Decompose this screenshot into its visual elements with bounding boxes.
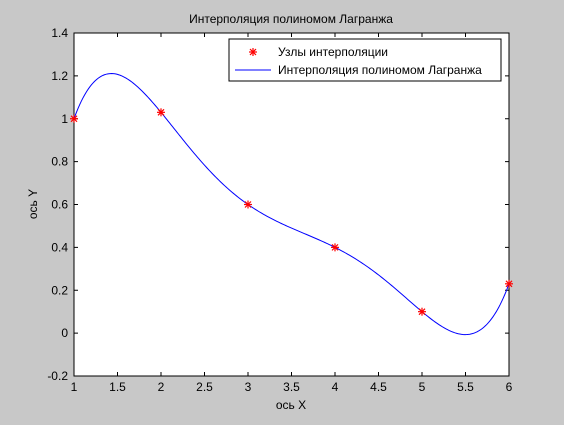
y-tick-label: 1 (61, 112, 68, 126)
y-tick-label: -0.2 (47, 369, 68, 383)
lagrange-curve (73, 73, 510, 336)
x-axis-ticks (73, 33, 510, 376)
legend-marker-nodes (249, 48, 257, 56)
plot-area (73, 32, 510, 377)
x-tick-label: 1.5 (109, 380, 126, 394)
interpolation-node-marker (331, 243, 339, 252)
interpolation-node-marker (505, 279, 513, 288)
x-tick-label: 6 (506, 380, 513, 394)
y-tick-label: 1.2 (51, 69, 68, 83)
y-tick-label: 0.4 (51, 240, 68, 254)
y-axis-label: ось Y (26, 189, 40, 219)
y-tick-label: 0.6 (51, 198, 68, 212)
x-tick-label: 3 (245, 380, 252, 394)
x-tick-label: 4.5 (370, 380, 387, 394)
x-tick-label: 5 (419, 380, 426, 394)
y-tick-label: 0.8 (51, 155, 68, 169)
x-tick-label: 3.5 (283, 380, 300, 394)
interpolation-node-marker (70, 114, 78, 123)
legend-box (228, 38, 502, 82)
x-axis-label: ось X (276, 398, 306, 412)
legend-label-nodes: Узлы интерполяции (278, 45, 388, 59)
x-tick-label: 2 (158, 380, 165, 394)
legend: Узлы интерполяции Интерполяция полиномом… (228, 38, 502, 82)
y-tick-label: 0.2 (51, 283, 68, 297)
legend-label-lagrange: Интерполяция полиномом Лагранжа (278, 63, 482, 77)
interpolation-node-marker (418, 307, 426, 316)
x-axis-tick-labels: 1 1.5 2 2.5 3 3.5 4 4.5 5 5.5 6 (71, 380, 513, 394)
chart-title: Интерполяция полиномом Лагранжа (189, 12, 393, 26)
series-layer (70, 73, 513, 336)
y-tick-label: 1.4 (51, 26, 68, 40)
x-tick-label: 1 (71, 380, 78, 394)
y-axis-ticks (74, 32, 509, 377)
y-tick-label: 0 (61, 326, 68, 340)
interpolation-node-marker (157, 108, 165, 117)
x-tick-label: 5.5 (457, 380, 474, 394)
interpolation-node-marker (244, 200, 252, 209)
y-axis-tick-labels: -0.2 0 0.2 0.4 0.6 0.8 1 1.2 1.4 (47, 26, 68, 383)
x-tick-label: 4 (332, 380, 339, 394)
x-tick-label: 2.5 (196, 380, 213, 394)
